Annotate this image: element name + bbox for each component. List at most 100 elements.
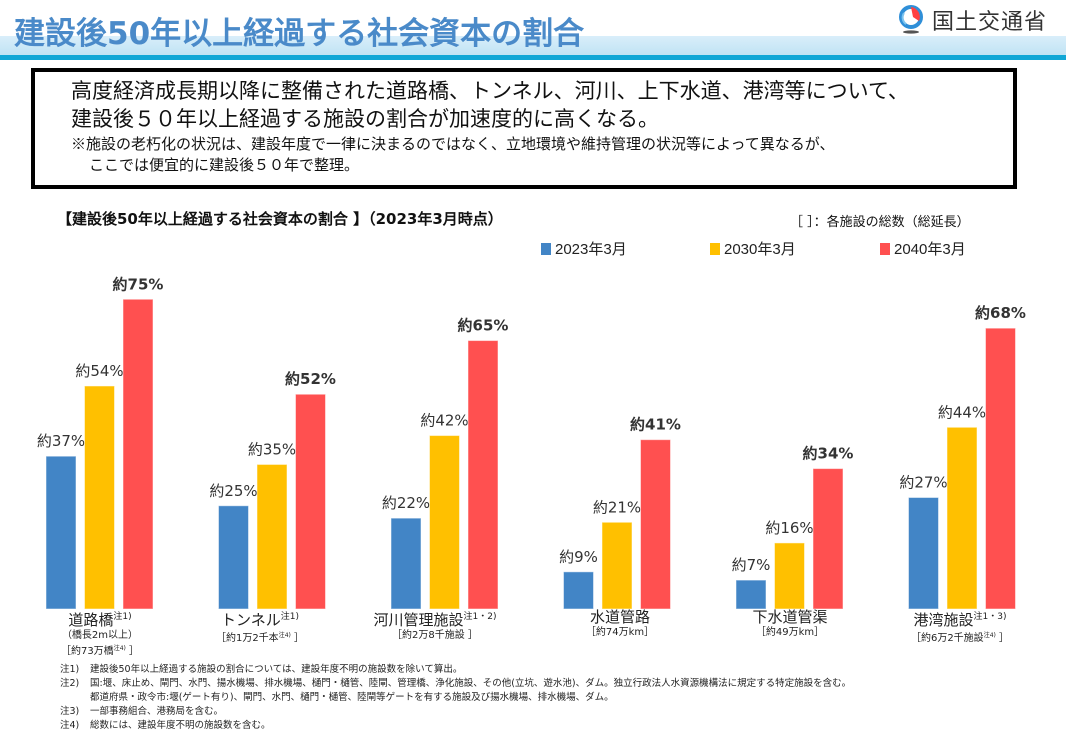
category-total: ［約6万2千施設: [910, 633, 984, 644]
footnote-text: 総数には、建設年度不明の施設数を含む。: [90, 720, 271, 731]
category-name: 港湾施設: [913, 611, 974, 629]
data-label: 約65%: [458, 317, 509, 335]
footnote-row: 都道府県・政令市:堰(ゲート有り)、閘門、水門、樋門・樋管、陸閘等ゲートを有する…: [60, 691, 851, 705]
footnote-row: 注3) 一部事務組合、港務局を含む。: [60, 705, 851, 719]
bar-2040年3月-道路橋: [122, 298, 154, 610]
bar-chart: 約37% 約54% 約75% 約25% 約35% 約52% 約22% 約42% 約65% 約9% 約…: [37, 275, 1026, 610]
category-name: 下水道管渠: [752, 608, 828, 626]
page-header: 建設後50年以上経過する社会資本の割合 国土交通省: [0, 0, 1066, 62]
footnote-key: 注2): [60, 678, 80, 689]
data-label: 約44%: [938, 403, 986, 421]
bar-2040年3月-下水道管渠: [812, 468, 844, 610]
bar-2023年3月-トンネル: [218, 505, 249, 610]
category-label-port-facilities: 港湾施設注1・3) ［約6万2千施設注4) ］: [895, 608, 1025, 645]
footnote-text: 建設後50年以上経過する施設の割合については、建設年度不明の施設数を除いて算出。: [90, 664, 463, 675]
category-label-bridges: 道路橋注1) （橋長2m以上） ［約73万橋注4) ］: [40, 608, 160, 658]
category-footnote: 注1・3): [973, 612, 1007, 622]
data-label: 約16%: [765, 519, 813, 537]
data-label: 約37%: [37, 432, 85, 450]
bar-2040年3月-港湾施設: [985, 327, 1016, 610]
bar-2030年3月-下水道管渠: [774, 542, 805, 610]
bar-2030年3月-水道管路: [601, 521, 633, 610]
category-total: ［約49万km］: [755, 627, 825, 638]
bar-2030年3月-トンネル: [256, 463, 288, 610]
data-label: 約75%: [113, 275, 164, 293]
bar-2023年3月-下水道管渠: [735, 579, 767, 610]
footnote-key: 注3): [60, 706, 80, 717]
header-divider: [0, 55, 1066, 60]
category-footnote: 注1・2): [463, 612, 497, 622]
footnote-text: 都道府県・政令市:堰(ゲート有り)、閘門、水門、樋門・樋管、陸閘等ゲートを有する…: [90, 692, 614, 703]
category-label-tunnels: トンネル注1) ［約1万2千本注4) ］: [200, 608, 320, 645]
data-label: 約9%: [559, 548, 598, 566]
bar-2023年3月-道路橋: [45, 455, 77, 610]
category-total-end: ］: [995, 633, 1010, 644]
footnote-key: [60, 691, 90, 705]
category-total: ［約1万2千本: [215, 633, 279, 644]
category-sub: （橋長2m以上）: [61, 630, 139, 641]
category-total-end: ］: [125, 646, 140, 657]
legend-item-2023: 2023年3月: [541, 238, 627, 259]
bar-2023年3月-河川管理施設: [390, 517, 422, 610]
data-label: 約54%: [75, 362, 123, 380]
category-footnote: 注1): [113, 612, 132, 622]
category-total: ［約74万km］: [585, 627, 655, 638]
bar-2040年3月-水道管路: [640, 439, 671, 610]
category-footnote: 注1): [280, 612, 299, 622]
footnote-row: 注1) 建設後50年以上経過する施設の割合については、建設年度不明の施設数を除いて…: [60, 663, 851, 677]
category-label-sewer-pipes: 下水道管渠 ［約49万km］: [735, 608, 845, 639]
summary-line-1: 高度経済成長期以降に整備された道路橋、トンネル、河川、上下水道、港湾等について、: [71, 80, 909, 103]
footnotes: 注1) 建設後50年以上経過する施設の割合については、建設年度不明の施設数を除いて…: [60, 663, 851, 733]
footnote-text: 一部事務組合、港務局を含む。: [90, 706, 224, 717]
footnote-key: 注4): [60, 720, 80, 731]
data-label: 約22%: [382, 494, 430, 512]
chart-legend: 2023年3月 2030年3月 2040年3月: [0, 238, 1066, 260]
mlit-logo-text: 国土交通省: [932, 10, 1048, 35]
bar-2030年3月-道路橋: [84, 385, 115, 610]
summary-note-1: ※施設の老朽化の状況は、建設年度で一律に決まるのではなく、立地環境や維持管理の状…: [71, 136, 835, 153]
data-label: 約68%: [975, 304, 1026, 322]
footnote-row: 注4) 総数には、建設年度不明の施設数を含む。: [60, 719, 851, 733]
header-band: [0, 36, 1066, 56]
category-label-water-pipes: 水道管路 ［約74万km］: [565, 608, 675, 639]
legend-item-2040: 2040年3月: [880, 238, 966, 259]
footnote-row: 注2) 国:堰、床止め、閘門、水門、揚水機場、排水機場、樋門・樋管、陸閘、管理橋、…: [60, 677, 851, 691]
bar-2040年3月-トンネル: [295, 393, 326, 610]
category-total: ［約73万橋: [60, 646, 114, 657]
legend-item-2030: 2030年3月: [710, 238, 796, 259]
mlit-logo-icon: [898, 5, 924, 35]
category-name: 水道管路: [589, 608, 650, 626]
summary-line-2: 建設後５０年以上経過する施設の割合が加速度的に高くなる。: [71, 108, 659, 131]
category-total-footnote: 注4): [983, 632, 996, 639]
category-total: ［約2万8千施設 ］: [392, 630, 478, 641]
footnote-text: 国:堰、床止め、閘門、水門、揚水機場、排水機場、樋門・樋管、陸閘、管理橋、浄化施…: [90, 678, 852, 689]
bar-2040年3月-河川管理施設: [467, 340, 499, 610]
legend-label-2040: 2040年3月: [894, 241, 966, 258]
data-label: 約35%: [248, 440, 296, 458]
category-name: 道路橋: [68, 611, 114, 629]
legend-swatch-2023: [541, 242, 551, 255]
category-name: 河川管理施設: [373, 611, 464, 629]
mlit-logo: 国土交通省: [898, 4, 1047, 36]
legend-label-2023: 2023年3月: [555, 241, 627, 258]
chart-title: 【建設後50年以上経過する社会資本の割合 】（2023年3月時点）: [57, 210, 503, 228]
footnote-key: 注1): [60, 664, 80, 675]
data-label: 約21%: [593, 498, 641, 516]
data-label: 約25%: [209, 482, 257, 500]
total-note: ［ ］：各施設の総数（総延長）: [790, 215, 970, 230]
legend-swatch-2040: [880, 242, 890, 255]
data-label: 約41%: [630, 416, 681, 434]
data-label: 約27%: [899, 473, 947, 491]
bar-2023年3月-港湾施設: [908, 496, 939, 610]
summary-box: 高度経済成長期以降に整備された道路橋、トンネル、河川、上下水道、港湾等について、…: [31, 68, 1017, 189]
legend-label-2030: 2030年3月: [724, 241, 796, 258]
data-label: 約7%: [732, 556, 771, 574]
legend-swatch-2030: [710, 242, 720, 255]
bar-2030年3月-河川管理施設: [429, 435, 460, 610]
bar-2030年3月-港湾施設: [946, 426, 978, 610]
category-name: トンネル: [221, 611, 281, 629]
page-title: 建設後50年以上経過する社会資本の割合: [14, 16, 585, 52]
category-label-river-facilities: 河川管理施設注1・2) ［約2万8千施設 ］: [365, 608, 505, 642]
summary-note-2: ここでは便宜的に建設後５０年で整理。: [89, 157, 360, 174]
category-total-footnote: 注4): [113, 645, 126, 652]
